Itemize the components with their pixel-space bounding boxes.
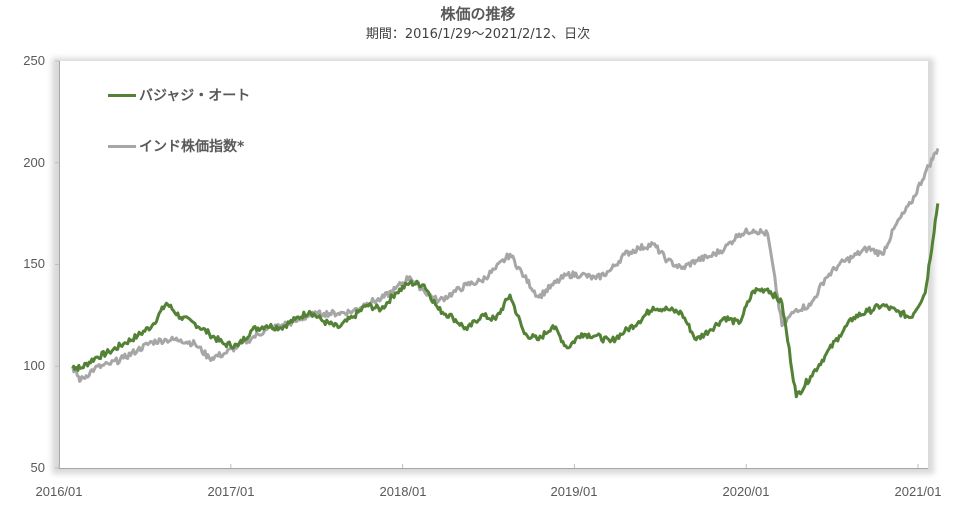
plot-area	[59, 61, 928, 469]
x-tick-label: 2021/01	[894, 484, 942, 499]
y-tick-label: 100	[23, 358, 45, 373]
axis-ticks	[55, 60, 919, 469]
legend-item-bajaj-auto: バジャジ・オート	[108, 85, 250, 105]
y-tick-label: 250	[23, 53, 45, 68]
y-tick-label: 50	[30, 460, 45, 475]
x-tick-label: 2020/01	[722, 484, 770, 499]
x-tick-label: 2018/01	[379, 484, 427, 499]
chart-title: 株価の推移	[440, 5, 516, 23]
x-tick-label: 2017/01	[207, 484, 255, 499]
legend-swatch	[108, 93, 136, 97]
chart-subtitle: 期間：2016/1/29〜2021/2/12、日次	[365, 27, 591, 42]
legend-label: バジャジ・オート	[139, 88, 251, 104]
x-tick-label: 2019/01	[550, 484, 598, 499]
y-tick-label: 200	[23, 155, 45, 170]
series-line-india-index	[70, 148, 940, 383]
legend-label: インド株価指数*	[139, 139, 245, 155]
legend-swatch	[108, 144, 136, 148]
x-tick-label: 2016/01	[35, 484, 83, 499]
legend-item-india-index: インド株価指数*	[108, 136, 244, 156]
y-tick-label: 150	[23, 256, 45, 271]
series-line-bajaj-auto	[71, 203, 940, 399]
